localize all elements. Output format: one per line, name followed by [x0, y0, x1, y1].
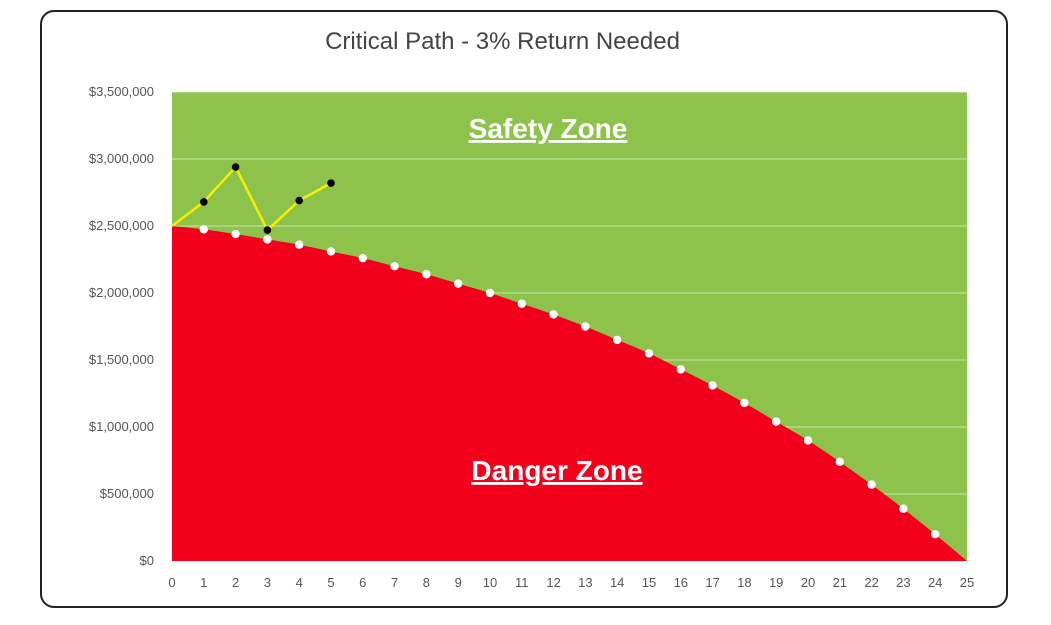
y-tick-label: $2,000,000	[89, 285, 154, 300]
x-tick-label: 22	[864, 575, 878, 590]
critical-path-point	[644, 349, 654, 358]
critical-path-point	[867, 480, 876, 489]
x-tick-label: 0	[168, 575, 175, 590]
critical-path-point	[708, 381, 717, 390]
x-tick-label: 13	[578, 575, 592, 590]
critical-path-point	[358, 253, 367, 263]
critical-path-point	[899, 504, 908, 513]
x-tick-label: 7	[391, 575, 398, 590]
y-tick-label: $1,500,000	[89, 352, 154, 367]
portfolio-point	[295, 196, 304, 205]
danger-zone-area	[172, 226, 967, 561]
x-tick-label: 2	[232, 575, 239, 590]
critical-path-point	[772, 417, 781, 426]
critical-path-point	[581, 322, 590, 331]
critical-path-point	[517, 299, 526, 308]
x-tick-label: 17	[705, 575, 719, 590]
critical-path-point	[931, 530, 940, 539]
critical-path-point	[295, 240, 304, 249]
x-tick-label: 10	[483, 575, 497, 590]
critical-path-point	[454, 279, 463, 288]
x-tick-label: 1	[200, 575, 207, 590]
y-tick-label: $0	[140, 553, 154, 568]
x-tick-label: 9	[455, 575, 462, 590]
x-tick-label: 25	[960, 575, 974, 590]
x-tick-label: 3	[264, 575, 271, 590]
critical-path-point	[231, 229, 240, 239]
y-tick-label: $2,500,000	[89, 218, 154, 233]
y-tick-label: $500,000	[100, 486, 154, 501]
x-tick-label: 19	[769, 575, 783, 590]
x-tick-label: 16	[674, 575, 688, 590]
y-tick-label: $3,500,000	[89, 84, 154, 99]
x-tick-label: 6	[359, 575, 366, 590]
critical-path-point	[326, 247, 336, 256]
x-tick-label: 24	[928, 575, 942, 590]
critical-path-point	[199, 225, 208, 234]
critical-path-point	[485, 288, 495, 298]
y-tick-label: $1,000,000	[89, 419, 154, 434]
critical-path-point	[422, 270, 431, 279]
critical-path-point	[803, 436, 813, 445]
x-tick-label: 11	[515, 575, 529, 590]
portfolio-point	[231, 163, 240, 171]
x-tick-label: 14	[610, 575, 624, 590]
x-tick-label: 18	[737, 575, 751, 590]
critical-path-point	[835, 457, 844, 467]
x-tick-label: 20	[801, 575, 815, 590]
critical-path-point	[676, 365, 685, 374]
critical-path-point	[613, 335, 622, 345]
critical-path-point	[740, 398, 749, 408]
x-tick-label: 5	[327, 575, 334, 590]
safety-zone-label: Safety Zone	[469, 113, 628, 144]
y-tick-label: $3,000,000	[89, 151, 154, 166]
x-tick-label: 23	[896, 575, 910, 590]
critical-path-point	[549, 310, 558, 319]
portfolio-line	[171, 164, 332, 233]
portfolio-point	[263, 226, 272, 234]
portfolio-point	[327, 179, 335, 187]
critical-path-point	[390, 262, 399, 271]
x-tick-label: 21	[833, 575, 847, 590]
x-tick-label: 12	[546, 575, 560, 590]
critical-path-point	[263, 235, 272, 244]
chart-title: Critical Path - 3% Return Needed	[325, 28, 680, 55]
danger-zone-label: Danger Zone	[471, 455, 642, 486]
x-tick-label: 15	[642, 575, 656, 590]
x-tick-label: 8	[423, 575, 430, 590]
x-tick-label: 4	[296, 575, 303, 590]
portfolio-point	[200, 198, 208, 206]
